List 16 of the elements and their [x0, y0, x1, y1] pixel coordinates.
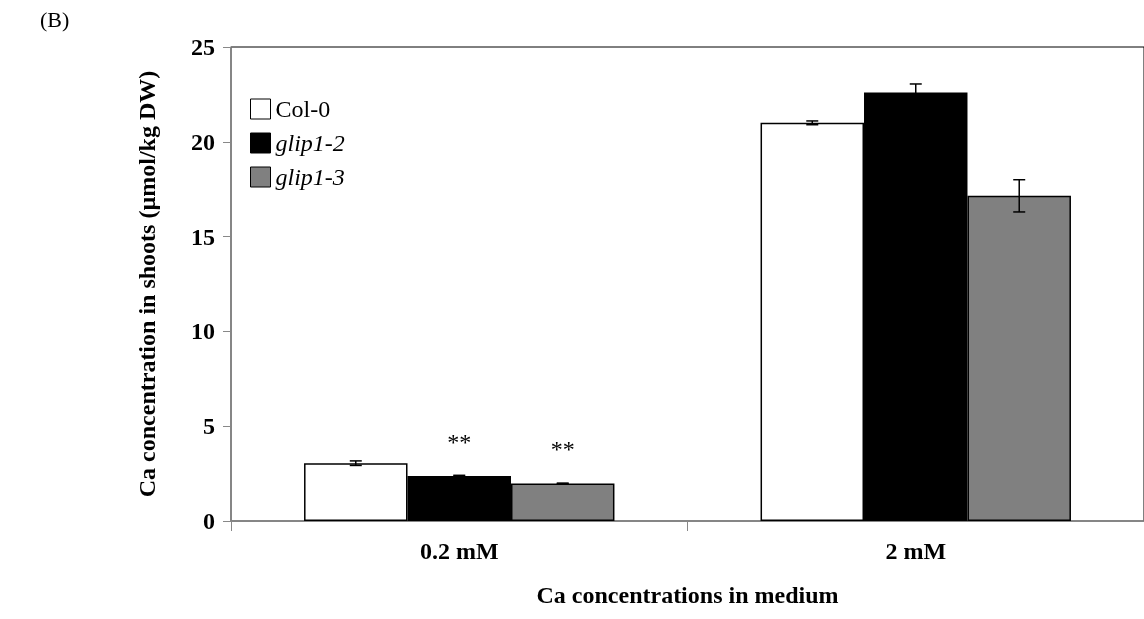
y-axis-title: Ca concentration in shoots (µmol/kg DW) [134, 70, 160, 498]
x-tick-label: 0.2 mM [419, 538, 499, 564]
legend-label: Col-0 [275, 96, 331, 122]
legend-label: glip1-3 [275, 164, 345, 190]
x-tick-label: 2 mM [885, 538, 947, 564]
data-label: ** [550, 436, 575, 463]
y-tick-label: 15 [191, 223, 215, 250]
y-tick-label: 20 [191, 128, 215, 155]
data-label: ** [447, 428, 472, 455]
legend-label: glip1-2 [275, 130, 345, 156]
y-tick-label: 25 [191, 34, 215, 60]
text: (B) [40, 6, 70, 32]
y-tick-label: 5 [203, 413, 215, 440]
y-tick-label: 10 [191, 318, 215, 345]
x-axis-title: Ca concentrations in medium [536, 582, 839, 608]
y-tick-label: 0 [203, 508, 215, 534]
